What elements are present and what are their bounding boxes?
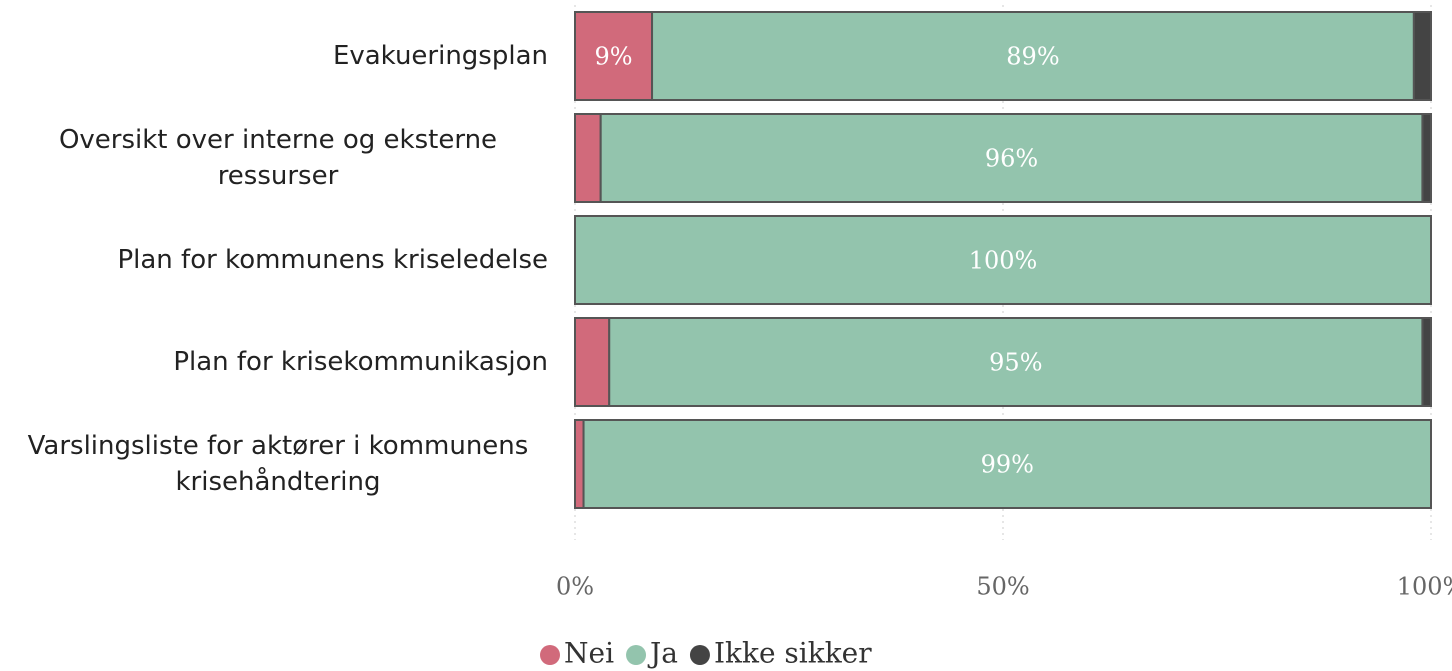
bar-segment	[574, 419, 585, 509]
value-label: 96%	[985, 145, 1038, 173]
x-tick-label: 0%	[556, 573, 594, 601]
value-label: 100%	[969, 247, 1038, 275]
category-text: Varslingsliste for aktører i kommunens k…	[27, 431, 529, 497]
bar-segment	[599, 113, 1424, 203]
x-tick-label: 100%	[1397, 573, 1452, 601]
bar-segment	[582, 419, 1432, 509]
value-label: 99%	[981, 451, 1034, 479]
legend-label: Nei	[564, 637, 614, 670]
bar-segment	[574, 215, 1432, 305]
category-label: Plan for kommunens kriseledelse	[0, 210, 548, 310]
category-label: Evakueringsplan	[0, 6, 548, 106]
bar-segment	[1421, 113, 1432, 203]
category-text: Evakueringsplan	[332, 41, 548, 71]
category-text: Plan for kommunens kriseledelse	[117, 245, 548, 275]
bar-segment	[1421, 317, 1432, 407]
bar-segment	[651, 11, 1415, 101]
legend-label: Ikke sikker	[714, 637, 872, 670]
x-tick-label: 50%	[976, 573, 1029, 601]
legend-swatch	[626, 645, 647, 665]
value-label: 95%	[989, 349, 1042, 377]
bar-segment	[574, 317, 611, 407]
value-label: 89%	[1006, 43, 1059, 71]
bar-segment	[1412, 11, 1433, 101]
category-label: Plan for krisekommunikasjon	[0, 312, 548, 412]
value-label: 9%	[594, 43, 632, 71]
legend-swatch	[689, 645, 710, 665]
category-text: Oversikt over interne og eksterne ressur…	[58, 125, 498, 191]
category-label: Varslingsliste for aktører i kommunens k…	[0, 414, 548, 514]
category-label: Oversikt over interne og eksterne ressur…	[0, 108, 548, 208]
legend-swatch	[540, 645, 560, 665]
legend-label: Ja	[647, 637, 678, 670]
category-text: Plan for krisekommunikasjon	[173, 347, 548, 377]
legend: Nei Ja Ikke sikker	[540, 637, 872, 670]
bar-segment	[574, 113, 602, 203]
